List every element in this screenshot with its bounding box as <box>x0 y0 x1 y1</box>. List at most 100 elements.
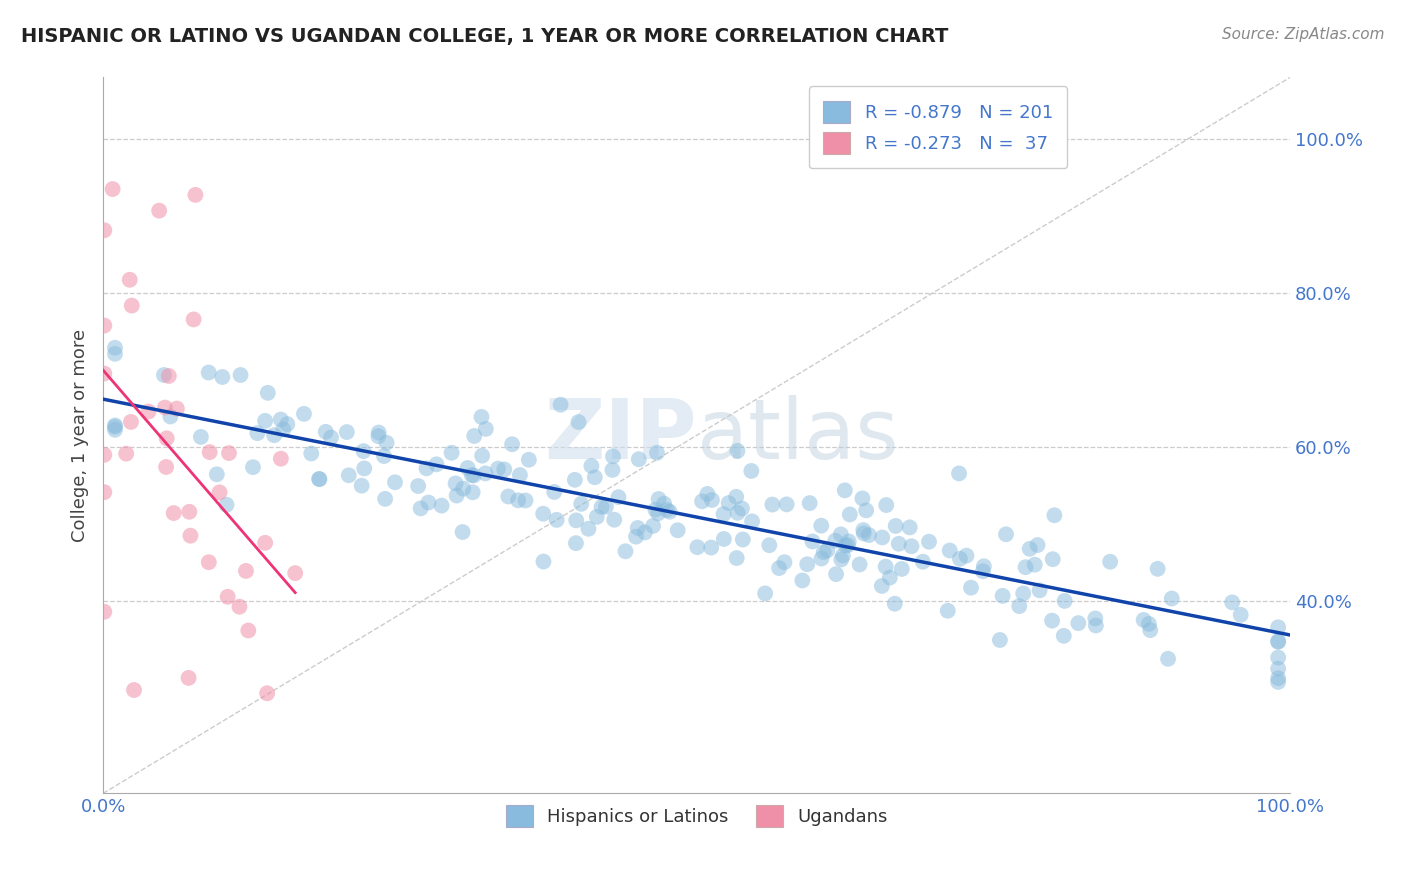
Point <box>238 624 260 638</box>
Point <box>254 414 277 428</box>
Point <box>118 273 141 287</box>
Point <box>690 494 713 508</box>
Point <box>353 444 375 458</box>
Point <box>197 366 219 380</box>
Point <box>198 555 221 569</box>
Point <box>159 409 181 424</box>
Point <box>406 479 429 493</box>
Point <box>1042 552 1064 566</box>
Point <box>647 491 669 506</box>
Point <box>471 449 494 463</box>
Point <box>494 462 516 476</box>
Point <box>190 430 212 444</box>
Point <box>430 499 453 513</box>
Point <box>658 505 681 519</box>
Point <box>1084 611 1107 625</box>
Point <box>581 458 603 473</box>
Point <box>217 590 239 604</box>
Point <box>1132 613 1154 627</box>
Point <box>315 425 337 439</box>
Point <box>1146 562 1168 576</box>
Point <box>101 182 124 196</box>
Point <box>1160 591 1182 606</box>
Point <box>565 536 588 550</box>
Point <box>900 539 922 553</box>
Point <box>1137 616 1160 631</box>
Point <box>179 505 201 519</box>
Point <box>153 368 176 382</box>
Point <box>918 534 941 549</box>
Point <box>627 521 650 535</box>
Point <box>451 524 474 539</box>
Point <box>713 532 735 546</box>
Point <box>415 461 437 475</box>
Point <box>215 498 238 512</box>
Point <box>955 549 977 563</box>
Point <box>337 468 360 483</box>
Point <box>198 445 221 459</box>
Point <box>546 513 568 527</box>
Point <box>644 502 666 516</box>
Text: HISPANIC OR LATINO VS UGANDAN COLLEGE, 1 YEAR OR MORE CORRELATION CHART: HISPANIC OR LATINO VS UGANDAN COLLEGE, 1… <box>21 27 949 45</box>
Point <box>367 425 389 440</box>
Point <box>157 368 180 383</box>
Point <box>308 472 330 486</box>
Point <box>1229 607 1251 622</box>
Point <box>960 581 983 595</box>
Point <box>696 487 718 501</box>
Point <box>870 531 893 545</box>
Point <box>218 446 240 460</box>
Point <box>775 497 797 511</box>
Point <box>973 559 995 574</box>
Point <box>652 497 675 511</box>
Point <box>1267 620 1289 634</box>
Point <box>569 497 592 511</box>
Point <box>875 498 897 512</box>
Point <box>813 545 835 559</box>
Point <box>228 599 250 614</box>
Point <box>1099 555 1122 569</box>
Point <box>852 526 875 541</box>
Point <box>179 529 201 543</box>
Point <box>758 538 780 552</box>
Point <box>825 567 848 582</box>
Point <box>461 468 484 483</box>
Point <box>463 429 485 443</box>
Point <box>1267 634 1289 648</box>
Point <box>565 513 588 527</box>
Point <box>614 544 637 558</box>
Point <box>93 485 115 500</box>
Point <box>1267 650 1289 665</box>
Point <box>163 506 186 520</box>
Point <box>754 586 776 600</box>
Point <box>1026 538 1049 552</box>
Point <box>353 461 375 475</box>
Point <box>627 452 650 467</box>
Point <box>1043 508 1066 523</box>
Point <box>256 686 278 700</box>
Point <box>824 533 846 548</box>
Point <box>645 446 668 460</box>
Point <box>810 551 832 566</box>
Point <box>799 496 821 510</box>
Point <box>208 485 231 500</box>
Point <box>120 415 142 429</box>
Point <box>235 564 257 578</box>
Point <box>884 519 907 533</box>
Point <box>796 558 818 572</box>
Point <box>155 460 177 475</box>
Point <box>122 683 145 698</box>
Point <box>184 187 207 202</box>
Point <box>602 463 624 477</box>
Point <box>725 490 748 504</box>
Point <box>374 491 396 506</box>
Point <box>792 574 814 588</box>
Point <box>995 527 1018 541</box>
Point <box>830 527 852 541</box>
Point <box>93 448 115 462</box>
Point <box>991 589 1014 603</box>
Point <box>93 367 115 381</box>
Point <box>229 368 252 382</box>
Point <box>1157 652 1180 666</box>
Point <box>1024 558 1046 572</box>
